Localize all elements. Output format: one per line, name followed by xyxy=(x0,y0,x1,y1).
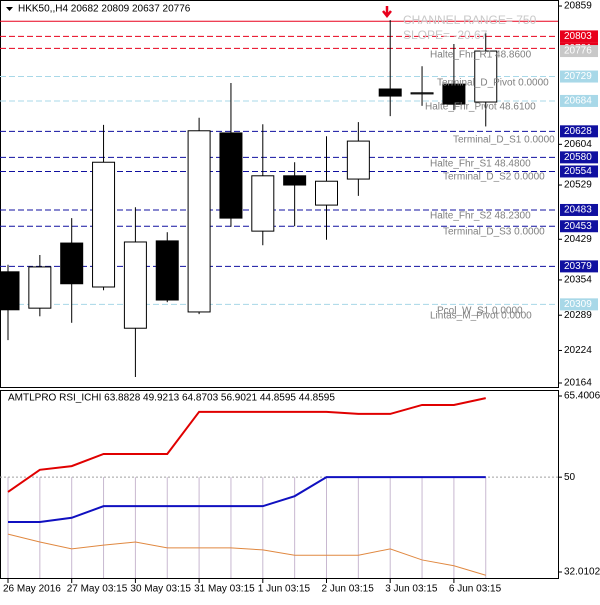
y-tick-label: 32.0102 xyxy=(564,567,600,578)
annotation: Halte_Fhr_Pivot 48.6100 xyxy=(425,102,536,113)
y-tick-label: 20429 xyxy=(564,234,592,245)
level-tag xyxy=(560,203,598,216)
candle-body xyxy=(346,140,370,180)
level-tag xyxy=(560,45,598,58)
level-tag xyxy=(560,30,598,43)
y-tick-label: 20604 xyxy=(564,139,592,150)
level-tag xyxy=(560,94,598,107)
chart-title: HKK50,,H4 20682 20809 20637 20776 xyxy=(18,4,191,15)
level-tag xyxy=(560,151,598,164)
x-tick-label: 31 May 03:15 xyxy=(194,584,255,595)
candle-body xyxy=(0,271,20,311)
level-tag xyxy=(560,165,598,178)
level-tag xyxy=(560,70,598,83)
annotation: Terminal_D_S1 0.0000 xyxy=(453,135,555,146)
annotation: Halte_Fhr_S1 48.4800 xyxy=(430,159,531,170)
signal-arrow xyxy=(382,6,392,19)
level-tag-label: 20628 xyxy=(564,126,592,137)
level-tag-label: 20580 xyxy=(564,152,592,163)
indicator-panel xyxy=(0,390,559,579)
x-tick-label: 26 May 2016 xyxy=(3,584,61,595)
annotation: Pcol_W_S1 0.0000 xyxy=(437,306,523,317)
level-tag xyxy=(560,298,598,311)
level-tag-label: 20684 xyxy=(564,96,592,107)
indicator-line xyxy=(7,397,486,493)
annotation: SLOPE= -20.67 xyxy=(403,28,488,42)
y-tick-label: 65.4006 xyxy=(564,391,600,402)
candle-body xyxy=(28,266,52,309)
candle-body xyxy=(60,242,84,285)
y-tick-label: 20529 xyxy=(564,180,592,191)
annotation: CHANNEL RANGE= 750 xyxy=(403,13,537,27)
annotation: Terminal_D_Pivot 0.0000 xyxy=(437,78,549,89)
y-tick-label: 20224 xyxy=(564,345,592,356)
y-tick-label: 20289 xyxy=(564,310,592,321)
y-tick-label: 50 xyxy=(564,472,576,483)
annotation: Lintas_M_Pivot 0.0000 xyxy=(430,311,532,322)
x-tick-label: 2 Jun 03:15 xyxy=(322,584,375,595)
level-tag-label: 20483 xyxy=(564,205,592,216)
y-tick-label: 20354 xyxy=(564,275,592,286)
candle-body xyxy=(187,130,211,313)
candle-body xyxy=(92,161,116,288)
indicator-line xyxy=(7,533,486,576)
level-tag xyxy=(560,260,598,273)
candle-body xyxy=(123,241,147,329)
x-tick-label: 6 Jun 03:15 xyxy=(449,584,502,595)
level-tag-label: 20554 xyxy=(564,166,592,177)
level-tag-label: 20453 xyxy=(564,221,592,232)
y-tick-label: 20859 xyxy=(564,1,592,12)
level-tag xyxy=(560,125,598,138)
x-tick-label: 30 May 03:15 xyxy=(130,584,191,595)
level-tag-label: 20803 xyxy=(564,31,592,42)
candle-body xyxy=(474,50,498,103)
x-tick-label: 27 May 03:15 xyxy=(67,584,128,595)
candle-body xyxy=(442,83,466,105)
annotation: Terminal_D_S2 0.0000 xyxy=(443,172,545,183)
level-tag-label: 20379 xyxy=(564,261,592,272)
candle-body xyxy=(410,92,434,95)
candle-body xyxy=(315,180,338,206)
menu-triangle xyxy=(6,7,13,11)
level-tag xyxy=(560,220,598,233)
x-tick-label: 3 Jun 03:15 xyxy=(385,584,438,595)
y-tick-label: 20164 xyxy=(564,378,592,389)
candle-body xyxy=(378,88,402,97)
candle-body xyxy=(283,175,307,186)
level-tag-label: 20309 xyxy=(564,299,592,310)
indicator-line xyxy=(8,476,486,523)
level-tag-label: 20729 xyxy=(564,71,592,82)
level-tag-label: 20776 xyxy=(564,46,592,57)
annotation: Halte_Fhr_S2 48.2300 xyxy=(430,211,531,222)
candle-body xyxy=(251,175,275,232)
annotation: Halte_Fhr_R1 48.8600 xyxy=(430,50,532,61)
x-tick-label: 1 Jun 03:15 xyxy=(258,584,311,595)
annotation: Terminal_D_S3 0.0000 xyxy=(443,227,545,238)
candle-body xyxy=(219,132,243,219)
indicator-title: AMTLPRO RSI_ICHI 63.8828 49.9213 64.8703… xyxy=(8,393,335,404)
candle-body xyxy=(155,240,179,301)
